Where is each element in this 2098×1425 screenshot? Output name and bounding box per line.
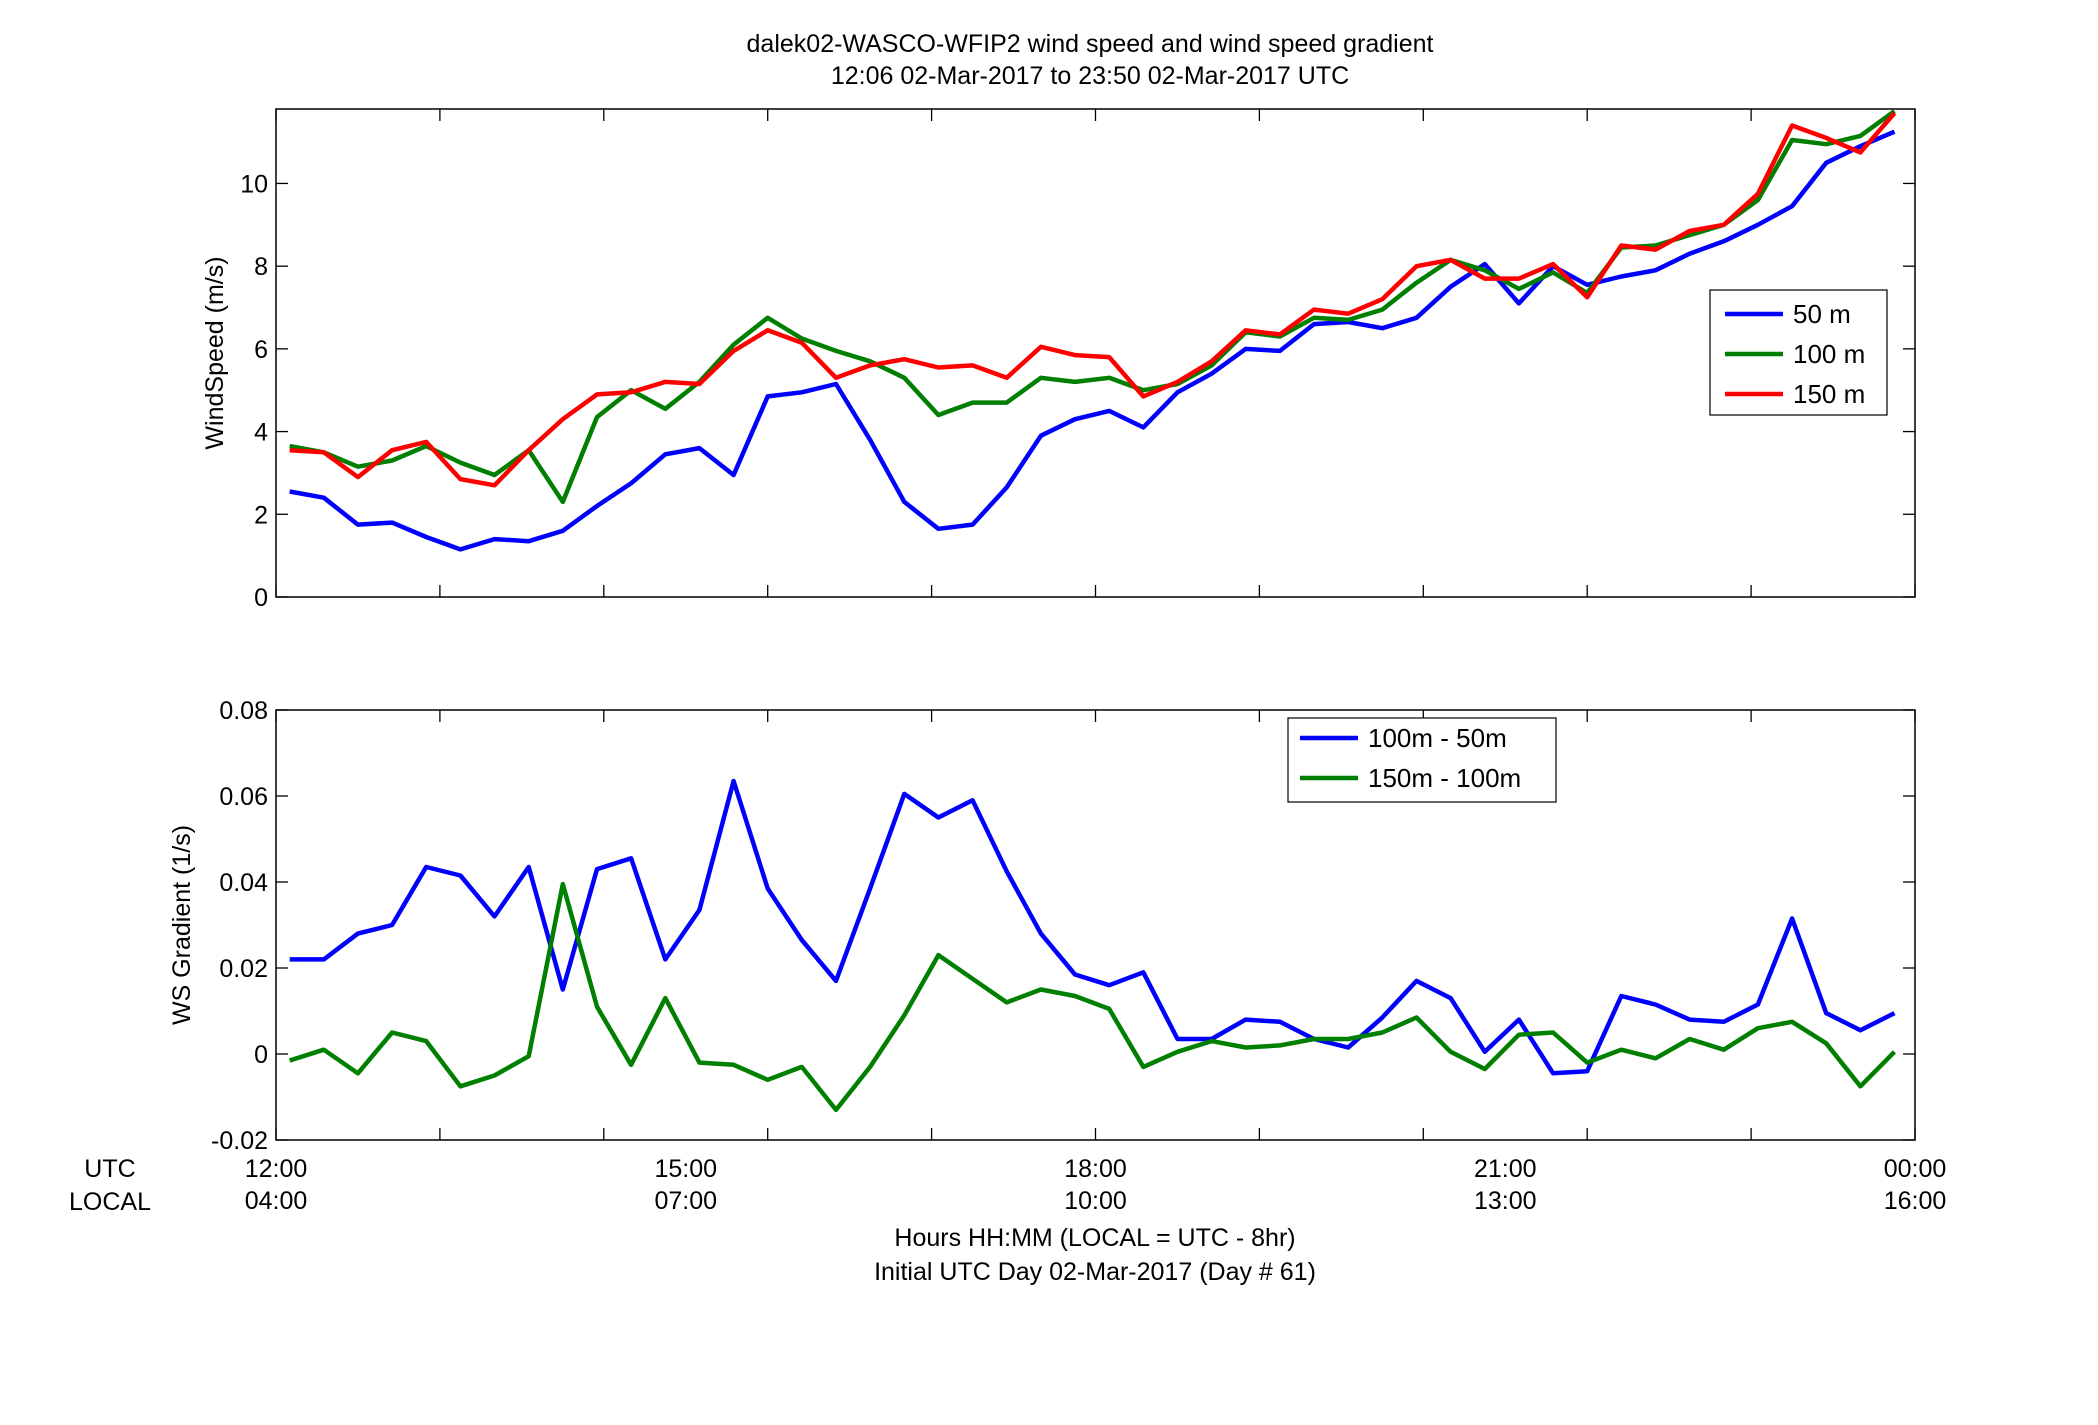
gradient-ticks: -0.02 0 0.02 0.04 0.06 0.08 xyxy=(211,697,1916,1155)
windspeed-y-tick-label: 2 xyxy=(254,501,268,529)
windspeed-legend: 50 m 100 m 150 m xyxy=(1709,289,1888,416)
windspeed-series-50-m-line xyxy=(289,129,1896,552)
windspeed-y-tick-label: 8 xyxy=(254,253,268,281)
windspeed-legend-label: 150 m xyxy=(1793,379,1865,409)
local-tick-label: 16:00 xyxy=(1884,1187,1947,1215)
gradient-y-tick-label: 0 xyxy=(254,1041,268,1069)
utc-tick-label: 18:00 xyxy=(1064,1155,1127,1183)
windspeed-y-tick-label: 4 xyxy=(254,419,268,447)
gradient-y-label: WS Gradient (1/s) xyxy=(168,825,196,1025)
windspeed-series-150-m-line xyxy=(289,111,1897,488)
local-tick-label: 07:00 xyxy=(654,1187,717,1215)
gradient-series-150m-100m-line xyxy=(289,881,1897,1113)
gradient-series-group xyxy=(289,778,1897,1113)
windspeed-legend-entries: 50 m 100 m 150 m xyxy=(1725,299,1865,409)
local-row-label: LOCAL xyxy=(69,1188,151,1216)
gradient-y-tick-label: -0.02 xyxy=(211,1127,268,1155)
windspeed-y-tick-label: 0 xyxy=(254,584,268,612)
local-tick-label: 10:00 xyxy=(1064,1187,1127,1215)
utc-tick-label: 21:00 xyxy=(1474,1155,1537,1183)
windspeed-y-tick-label: 6 xyxy=(254,336,268,364)
gradient-panel: -0.02 0 0.02 0.04 0.06 0.08 WS Gradient (1/s)… xyxy=(168,697,1916,1155)
windspeed-ticks: 0 2 4 6 8 10 xyxy=(240,109,1916,612)
figure-subtitle: 12:06 02-Mar-2017 to 23:50 02-Mar-2017 U… xyxy=(831,62,1349,90)
gradient-y-tick-label: 0.06 xyxy=(219,783,268,811)
gradient-legend-label: 150m - 100m xyxy=(1368,763,1521,793)
gradient-y-tick-label: 0.04 xyxy=(219,869,268,897)
windspeed-y-label: WindSpeed (m/s) xyxy=(201,256,229,449)
figure-title: dalek02-WASCO-WFIP2 wind speed and wind … xyxy=(747,30,1434,58)
utc-tick-label: 00:00 xyxy=(1884,1155,1947,1183)
x-axis-sublabel: Initial UTC Day 02-Mar-2017 (Day # 61) xyxy=(874,1258,1316,1286)
gradient-legend-label: 100m - 50m xyxy=(1368,723,1507,753)
gradient-legend-box xyxy=(1287,717,1557,803)
windspeed-legend-label: 100 m xyxy=(1793,339,1865,369)
utc-tick-label: 12:00 xyxy=(245,1155,308,1183)
windspeed-panel: 0 2 4 6 8 10 WindSpeed (m/s) 50 m 100 m 150 m xyxy=(201,108,1916,612)
utc-tick-label: 15:00 xyxy=(654,1155,717,1183)
gradient-series-100m-50m-line xyxy=(289,778,1896,1076)
local-tick-label: 04:00 xyxy=(245,1187,308,1215)
gradient-y-tick-label: 0.08 xyxy=(219,697,268,725)
x-axis-label: Hours HH:MM (LOCAL = UTC - 8hr) xyxy=(894,1224,1295,1252)
time-tick-labels: 12:00 04:00 15:00 07:00 18:00 10:00 21:00 13:00… xyxy=(245,1155,1947,1215)
gradient-y-tick-label: 0.02 xyxy=(219,955,268,983)
windspeed-series-group xyxy=(289,109,1897,552)
windspeed-y-tick-label: 10 xyxy=(240,170,268,198)
gradient-legend-entries: 100m - 50m 150m - 100m xyxy=(1300,723,1521,793)
utc-row-label: UTC xyxy=(84,1155,135,1183)
windspeed-legend-label: 50 m xyxy=(1793,299,1851,329)
local-tick-label: 13:00 xyxy=(1474,1187,1537,1215)
gradient-legend: 100m - 50m 150m - 100m xyxy=(1287,717,1557,803)
